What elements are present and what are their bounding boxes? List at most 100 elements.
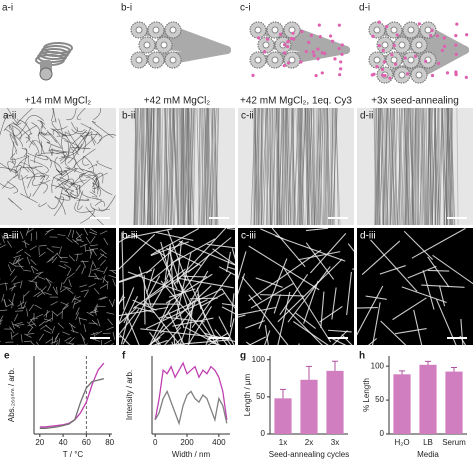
dye (340, 53, 343, 56)
panel-label: b-ii (122, 111, 135, 122)
dye (291, 32, 294, 35)
dye (404, 56, 407, 59)
illustration (250, 22, 346, 77)
dye (287, 61, 290, 64)
fiber-core (399, 72, 405, 78)
dye (388, 77, 391, 80)
micrograph-bg (0, 228, 116, 345)
dye (443, 36, 446, 39)
dye (378, 44, 381, 47)
dye (446, 71, 449, 74)
panel-label: c-iii (241, 231, 256, 242)
error-bar (425, 361, 431, 364)
chart-label: h (359, 351, 365, 362)
dye (455, 23, 458, 26)
dye (396, 33, 399, 36)
dye (429, 34, 432, 37)
micrograph (0, 101, 118, 226)
dye (283, 64, 286, 67)
panel-label: b-i (121, 3, 132, 14)
micrograph (0, 228, 118, 351)
x-tick-label: Serum (442, 438, 466, 447)
dye (394, 63, 397, 66)
fiber-core (425, 27, 431, 33)
fiber-core (136, 27, 142, 33)
x-tick-label: 0 (153, 438, 158, 447)
dye (431, 74, 434, 77)
fiber-core (391, 27, 397, 33)
dye (257, 36, 260, 39)
x-axis-label: Width / nm (172, 450, 211, 459)
error-bar (280, 389, 286, 398)
x-tick-label: 1x (279, 438, 287, 447)
fiber (175, 338, 209, 418)
condition: +42 mM MgCl₂ (144, 96, 211, 107)
dye (318, 24, 321, 27)
fiber-core (289, 57, 295, 63)
bar (326, 371, 343, 434)
dye (310, 34, 313, 37)
chart-label: e (4, 351, 10, 362)
dye (381, 74, 384, 77)
dye (385, 25, 388, 28)
dye (393, 44, 396, 47)
dye (333, 57, 336, 60)
panel-label: d-iii (360, 231, 376, 242)
panel-label: b-iii (122, 231, 138, 242)
x-tick-label: 80 (105, 438, 114, 447)
y-axis-label: % Length (362, 378, 371, 412)
fiber-core (374, 57, 380, 63)
panel-label: a-i (2, 3, 13, 14)
dye (437, 62, 440, 65)
dye (371, 35, 374, 38)
x-tick-label: 400 (212, 438, 226, 447)
dye (455, 53, 458, 56)
dye (454, 70, 457, 73)
panel-label: a-ii (3, 111, 16, 122)
dye (283, 43, 286, 46)
x-tick-label: 200 (180, 438, 194, 447)
dye (454, 44, 457, 47)
y-tick-label: 100 (371, 361, 385, 370)
fiber (172, 342, 182, 365)
fiber (105, 343, 190, 361)
dye (338, 24, 341, 27)
condition: +3x seed-annealing (371, 96, 459, 107)
bar (300, 380, 317, 434)
dye (339, 67, 342, 70)
y-tick-label: 50 (256, 392, 265, 401)
panel-label: a-iii (3, 231, 19, 242)
fiber-core (170, 57, 176, 63)
bar (419, 365, 436, 434)
dye (307, 41, 310, 44)
dye (283, 51, 286, 54)
fiber (13, 344, 18, 350)
dye (323, 52, 326, 55)
data-line (155, 391, 227, 423)
dye (286, 40, 289, 43)
dye (315, 74, 318, 77)
illustration (369, 20, 468, 83)
error-bar (332, 361, 338, 371)
dye (441, 49, 444, 52)
dye (414, 55, 417, 58)
dye (329, 34, 332, 37)
x-tick-label: LB (423, 438, 433, 447)
fiber-core (144, 42, 150, 48)
dye (299, 60, 302, 63)
bar (393, 374, 410, 434)
dye (305, 50, 308, 53)
dye (331, 40, 334, 43)
y-tick-label: 0 (261, 429, 266, 438)
error-bar (306, 366, 312, 379)
fiber-core (399, 42, 405, 48)
fiber (190, 298, 218, 299)
dye (263, 50, 266, 53)
micrograph (119, 108, 235, 225)
chart-label: g (240, 351, 246, 362)
fiber-core (255, 27, 261, 33)
y-tick-label: 50 (375, 395, 384, 404)
dye (321, 71, 324, 74)
condition: +42 mM MgCl₂, 1eq. Cy3 (240, 96, 352, 107)
